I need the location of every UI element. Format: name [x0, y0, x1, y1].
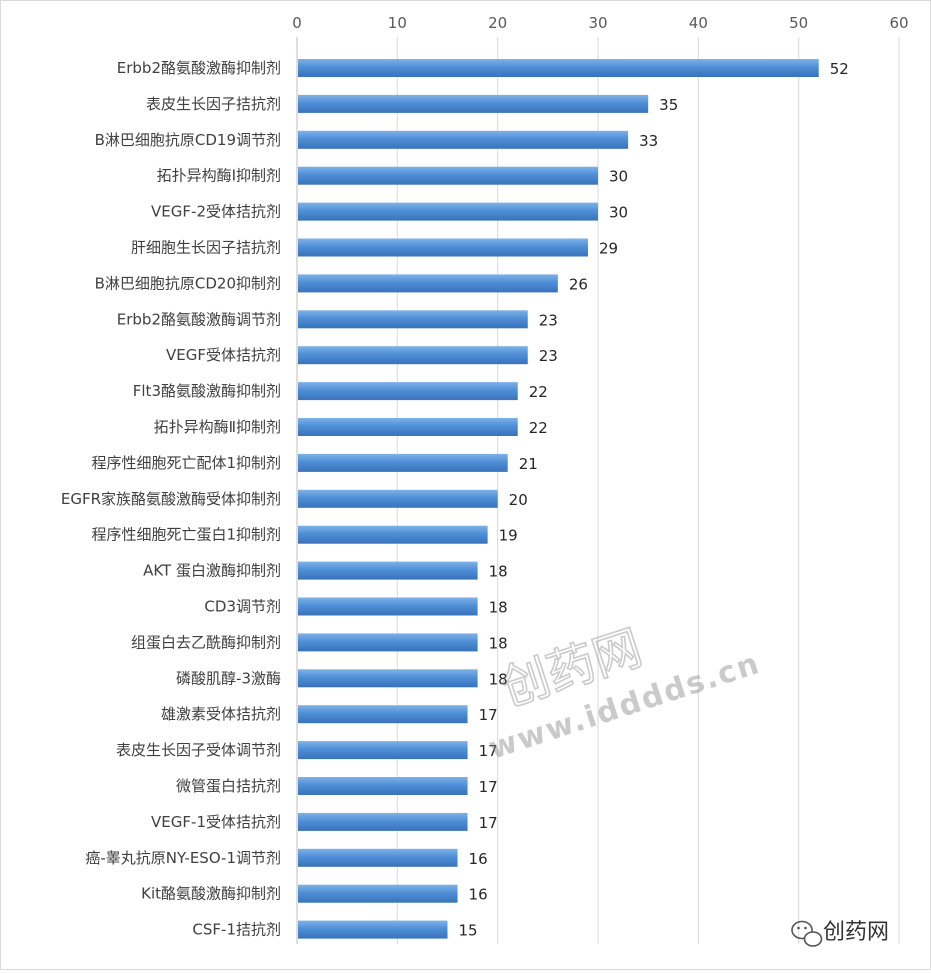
- watermark: 创药网 www.idddds.cn: [485, 619, 765, 767]
- category-label: 表皮生长因子拮抗剂: [146, 95, 281, 113]
- data-label: 19: [499, 527, 518, 545]
- category-label: VEGF-2受体拮抗剂: [151, 203, 281, 221]
- bar: [298, 453, 508, 472]
- x-tick-label: 60: [889, 14, 908, 32]
- bar: [298, 597, 478, 616]
- data-label: 20: [509, 491, 528, 509]
- bar: [298, 633, 478, 652]
- wechat-icon: [791, 920, 823, 947]
- data-label: 23: [539, 311, 558, 329]
- bar: [298, 274, 558, 293]
- bar: [298, 59, 819, 77]
- category-label: 表皮生长因子受体调节剂: [116, 741, 281, 759]
- category-label: VEGF-1受体拮抗剂: [151, 813, 281, 831]
- x-axis-ticks: 0 10 20 30 40 50 60: [292, 14, 908, 32]
- data-label: 30: [609, 168, 628, 186]
- category-label: 磷酸肌醇-3激酶: [176, 669, 281, 687]
- data-label: 23: [539, 347, 558, 365]
- bar: [298, 418, 518, 436]
- x-tick-label: 20: [488, 14, 507, 32]
- category-label: 程序性细胞死亡配体1抑制剂: [91, 454, 281, 472]
- category-label: 程序性细胞死亡蛋白1抑制剂: [91, 526, 281, 544]
- data-label: 18: [489, 670, 508, 688]
- bar: [298, 489, 498, 508]
- bar: [298, 884, 458, 903]
- data-label: 22: [529, 419, 548, 437]
- bar: [298, 920, 448, 939]
- data-label: 16: [469, 850, 488, 868]
- category-label: Kit酪氨酸激酶抑制剂: [141, 885, 281, 903]
- bar: [298, 705, 468, 724]
- bar: [298, 741, 468, 760]
- x-tick-label: 50: [789, 14, 808, 32]
- data-label: 16: [469, 886, 488, 904]
- bar: [298, 669, 478, 688]
- bar: [298, 777, 468, 795]
- bar: [298, 346, 528, 365]
- category-label: 拓扑异构酶Ⅰ抑制剂: [157, 167, 281, 185]
- category-label: 雄激素受体拮抗剂: [161, 705, 281, 723]
- x-tick-label: 30: [588, 14, 607, 32]
- category-label: CSF-1拮抗剂: [192, 921, 281, 939]
- data-label: 52: [830, 60, 849, 78]
- category-label: 肝细胞生长因子拮抗剂: [131, 239, 281, 257]
- data-label: 18: [489, 634, 508, 652]
- bar: [298, 238, 588, 257]
- category-label: EGFR家族酪氨酸激酶受体抑制剂: [61, 490, 281, 508]
- bar: [298, 166, 598, 185]
- data-label: 30: [609, 204, 628, 222]
- data-label: 26: [569, 275, 588, 293]
- bar: [298, 525, 488, 544]
- category-label: 组蛋白去乙酰酶抑制剂: [131, 633, 281, 651]
- data-label: 17: [479, 778, 498, 796]
- data-label: 17: [479, 814, 498, 832]
- data-label: 33: [639, 132, 658, 150]
- footer-logo-text: 创药网: [823, 920, 889, 945]
- category-label: 癌-睾丸抗原NY-ESO-1调节剂: [85, 849, 281, 867]
- data-label: 17: [479, 706, 498, 724]
- category-label: 微管蛋白拮抗剂: [176, 777, 281, 795]
- x-tick-label: 10: [388, 14, 407, 32]
- bar: [298, 848, 458, 867]
- data-label: 18: [489, 599, 508, 617]
- bar: [298, 310, 528, 329]
- x-tick-label: 0: [292, 14, 302, 32]
- category-label: 拓扑异构酶Ⅱ抑制剂: [154, 418, 281, 436]
- category-label: Flt3酪氨酸激酶抑制剂: [133, 382, 281, 400]
- category-label: B淋巴细胞抗原CD20抑制剂: [95, 274, 281, 292]
- footer-logo: 创药网: [791, 920, 889, 947]
- bar: [298, 130, 629, 149]
- data-label: 15: [459, 922, 478, 940]
- category-label: B淋巴细胞抗原CD19调节剂: [95, 131, 281, 149]
- category-label: CD3调节剂: [204, 598, 281, 616]
- bar: [298, 94, 649, 113]
- data-label: 18: [489, 563, 508, 581]
- data-label: 35: [659, 96, 678, 114]
- x-tick-label: 40: [689, 14, 708, 32]
- data-label: 17: [479, 742, 498, 760]
- bars: [298, 59, 819, 939]
- category-label: Erbb2酪氨酸激酶调节剂: [117, 310, 281, 328]
- data-label: 21: [519, 455, 538, 473]
- bar: [298, 812, 468, 831]
- category-label: VEGF受体拮抗剂: [166, 346, 281, 364]
- bar: [298, 382, 518, 401]
- category-label: Erbb2酪氨酸激酶抑制剂: [117, 59, 281, 77]
- data-label: 22: [529, 383, 548, 401]
- data-label: 29: [599, 240, 618, 258]
- category-label: AKT 蛋白激酶抑制剂: [143, 562, 281, 580]
- bar: [298, 202, 598, 221]
- bar: [298, 561, 478, 580]
